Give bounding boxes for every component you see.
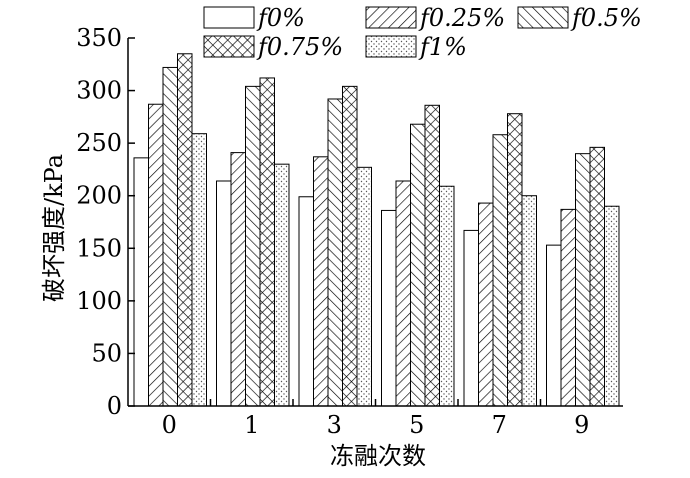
bar-f0.75%-9 xyxy=(589,146,605,407)
legend-swatch-f0.5% xyxy=(517,6,569,29)
y-axis-title: 破坏强度/kPa xyxy=(40,154,68,302)
bar-f0%-5 xyxy=(381,209,397,407)
bar-f0.5%-0 xyxy=(162,66,178,407)
bar-f0.5%-1 xyxy=(245,85,261,407)
legend-swatch-f0% xyxy=(203,6,255,29)
y-tick-label: 50 xyxy=(91,339,122,367)
legend-swatch-f0.75% xyxy=(203,35,255,58)
bar-f0.75%-0 xyxy=(177,53,193,407)
bar-f0%-9 xyxy=(546,244,562,407)
legend-label-f1%: f1% xyxy=(418,33,467,61)
y-tick-label: 300 xyxy=(76,77,122,105)
x-tick-label: 9 xyxy=(574,411,589,439)
legend: f0% f0.25% f0.5% f0.75% f1% xyxy=(203,4,642,61)
bar-f1%-5 xyxy=(439,185,455,407)
x-tick-label: 1 xyxy=(244,411,259,439)
bar-f0%-1 xyxy=(216,180,232,407)
y-tick-label: 0 xyxy=(107,392,122,420)
x-axis-title: 冻融次数 xyxy=(330,442,426,470)
y-ticks: 0 50 100 150 200 250 300 350 xyxy=(76,24,135,420)
y-tick-label: 250 xyxy=(76,129,122,157)
bar-f0.25%-1 xyxy=(230,152,246,407)
bar-f0.25%-7 xyxy=(478,202,494,407)
legend-swatch-f1% xyxy=(365,35,417,58)
legend-swatch-f0.25% xyxy=(365,6,417,29)
bar-f1%-0 xyxy=(191,133,207,407)
x-tick-label: 3 xyxy=(327,411,342,439)
y-tick-label: 150 xyxy=(76,234,122,262)
x-ticks: 0 1 3 5 7 9 xyxy=(162,399,589,439)
x-tick-label: 0 xyxy=(162,411,177,439)
bar-f0.25%-3 xyxy=(313,156,329,407)
legend-label-f0%: f0% xyxy=(256,4,305,32)
x-tick-label: 5 xyxy=(409,411,424,439)
bar-f0%-7 xyxy=(463,229,479,407)
bar-f1%-7 xyxy=(521,195,537,407)
bar-f0.25%-0 xyxy=(148,103,164,407)
legend-label-f0.5%: f0.5% xyxy=(570,4,642,32)
bar-f0.75%-7 xyxy=(507,113,523,407)
bar-f0.5%-5 xyxy=(410,123,426,407)
legend-label-f0.25%: f0.25% xyxy=(418,4,505,32)
y-tick-label: 100 xyxy=(76,287,122,315)
legend-label-f0.75%: f0.75% xyxy=(256,33,343,61)
bar-f0.75%-1 xyxy=(259,77,275,407)
bar-f0.25%-9 xyxy=(560,208,576,407)
y-tick-label: 350 xyxy=(76,24,122,52)
bar-f0.5%-9 xyxy=(575,153,591,407)
bar-f0.75%-5 xyxy=(424,104,440,407)
bar-f1%-1 xyxy=(274,163,290,407)
bars-layer xyxy=(133,53,620,407)
y-tick-label: 200 xyxy=(76,182,122,210)
bar-f0%-3 xyxy=(298,196,314,407)
bar-f0.5%-7 xyxy=(492,134,508,407)
x-tick-label: 7 xyxy=(492,411,507,439)
bar-f1%-3 xyxy=(356,166,372,407)
bar-f0.75%-3 xyxy=(342,85,358,407)
bar-f0.25%-5 xyxy=(395,180,411,407)
bar-f0.5%-3 xyxy=(327,98,343,407)
bar-f1%-9 xyxy=(604,205,620,407)
bar-f0%-0 xyxy=(133,157,149,407)
